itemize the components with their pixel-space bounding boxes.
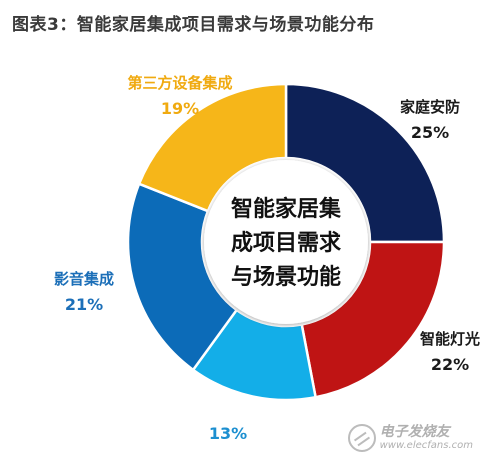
slice-value-3: 21% [65, 295, 103, 314]
slice-value-2: 13% [209, 424, 247, 443]
slice-3 [126, 182, 239, 372]
center-label-line-3: 与场景功能 [231, 264, 341, 290]
center-label-group: 智能家居集 成项目需求 与场景功能 [204, 160, 368, 324]
center-disc [204, 160, 368, 324]
slice-value-1: 22% [431, 355, 469, 374]
center-label-line-2: 成项目需求 [231, 231, 341, 256]
center-label-line-1: 智能家居集 [231, 196, 342, 222]
slice-labels: 家庭安防 25% 智能灯光 22% 环境控制 13% 影音集成 21% 第三方设备集成 19% [54, 74, 480, 443]
slice-label-1: 智能灯光 [420, 330, 480, 348]
watermark-url: www.elecfans.com [379, 440, 473, 452]
slice-4 [137, 82, 288, 213]
slice-0 [284, 82, 446, 244]
donut-slices [126, 82, 446, 402]
slice-value-0: 25% [411, 123, 449, 142]
watermark-name: 电子发烧友 [379, 423, 450, 440]
slice-1 [300, 240, 446, 399]
elecfans-watermark: 电子发烧友 www.elecfans.com [347, 423, 473, 452]
slice-label-2: 环境控制 [198, 399, 258, 417]
chart-title: 图表3：智能家居集成项目需求与场景功能分布 [12, 15, 375, 35]
elecfans-logo-icon [347, 424, 376, 452]
slice-label-3: 影音集成 [54, 270, 114, 288]
slice-label-0: 家庭安防 [400, 98, 460, 116]
slice-label-4: 第三方设备集成 [127, 74, 232, 92]
slice-value-4: 19% [161, 99, 199, 118]
